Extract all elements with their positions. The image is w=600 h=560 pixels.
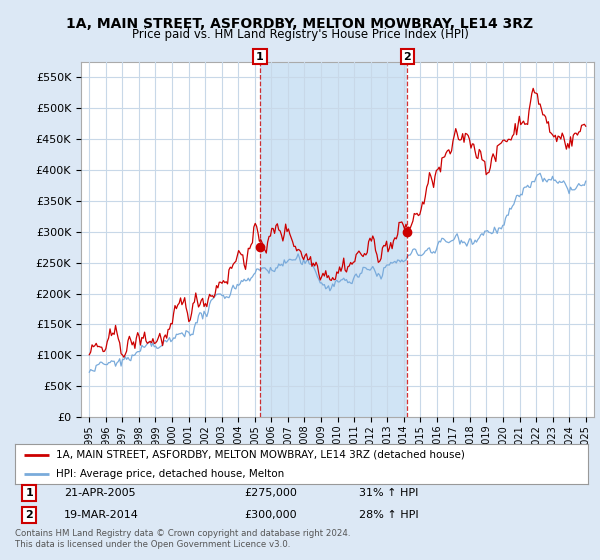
Bar xyxy=(260,62,407,417)
Text: 1A, MAIN STREET, ASFORDBY, MELTON MOWBRAY, LE14 3RZ (detached house): 1A, MAIN STREET, ASFORDBY, MELTON MOWBRA… xyxy=(56,450,465,460)
Text: 2: 2 xyxy=(403,52,411,62)
Text: 28% ↑ HPI: 28% ↑ HPI xyxy=(359,510,418,520)
Text: £300,000: £300,000 xyxy=(244,510,297,520)
Text: 2: 2 xyxy=(25,510,33,520)
Text: 21-APR-2005: 21-APR-2005 xyxy=(64,488,136,498)
Text: £275,000: £275,000 xyxy=(244,488,297,498)
Text: 1: 1 xyxy=(25,488,33,498)
Text: 1: 1 xyxy=(256,52,264,62)
Text: 31% ↑ HPI: 31% ↑ HPI xyxy=(359,488,418,498)
Text: Price paid vs. HM Land Registry's House Price Index (HPI): Price paid vs. HM Land Registry's House … xyxy=(131,28,469,41)
Text: Contains HM Land Registry data © Crown copyright and database right 2024.
This d: Contains HM Land Registry data © Crown c… xyxy=(15,529,350,549)
Text: HPI: Average price, detached house, Melton: HPI: Average price, detached house, Melt… xyxy=(56,469,284,478)
Text: 19-MAR-2014: 19-MAR-2014 xyxy=(64,510,139,520)
Text: 1A, MAIN STREET, ASFORDBY, MELTON MOWBRAY, LE14 3RZ: 1A, MAIN STREET, ASFORDBY, MELTON MOWBRA… xyxy=(67,17,533,31)
